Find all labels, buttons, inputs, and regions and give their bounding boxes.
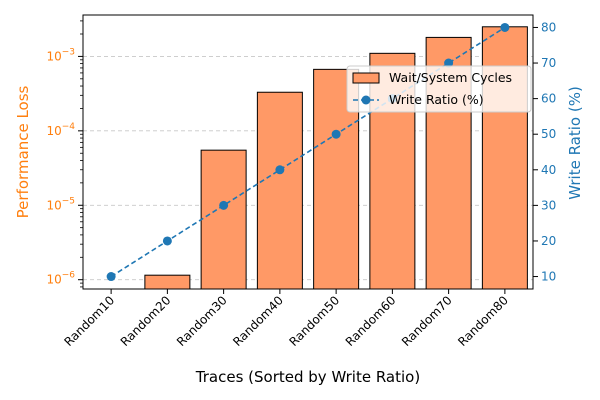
write-ratio-point-Random80 (500, 22, 510, 32)
x-tick-label: Random20 (118, 293, 174, 349)
left-tick-label: 10−4 (46, 122, 75, 138)
left-axis: 10−6 10−5 10−4 10−3 (46, 20, 83, 288)
right-axis-title: Write Ratio (%) (566, 86, 584, 200)
x-tick-label: Random10 (61, 293, 117, 349)
bar-Random20 (144, 274, 191, 290)
left-tick-label: 10−6 (46, 271, 75, 287)
x-tick-label: Random40 (230, 293, 286, 349)
right-tick-label: 20 (541, 234, 556, 248)
legend-bar-swatch (352, 72, 380, 84)
right-tick-label: 70 (541, 56, 556, 70)
right-tick-label: 10 (541, 270, 556, 284)
x-tick-label: Random80 (455, 293, 511, 349)
left-axis-title: Performance Loss (14, 85, 32, 218)
x-tick-label: Random70 (399, 293, 455, 349)
right-tick-label: 50 (541, 127, 556, 141)
right-tick-label: 30 (541, 198, 556, 212)
x-tick-label: Random60 (343, 293, 399, 349)
x-tick-label: Random30 (174, 293, 230, 349)
legend-bar-label: Wait/System Cycles (389, 70, 512, 85)
write-ratio-point-Random50 (331, 129, 341, 139)
right-tick-label: 80 (541, 20, 556, 34)
legend-frame (346, 65, 532, 113)
left-tick-label: 10−5 (46, 196, 75, 212)
bar-Random40 (256, 91, 303, 290)
x-axis: Random10 Random20 Random30 Random40 Random50… (61, 289, 511, 349)
legend-line-label: Write Ratio (%) (389, 92, 484, 107)
write-ratio-point-Random70 (444, 58, 454, 68)
right-tick-label: 40 (541, 163, 556, 177)
write-ratio-point-Random10 (106, 272, 116, 282)
left-tick-label: 10−3 (46, 47, 75, 63)
write-ratio-point-Random40 (275, 165, 285, 175)
write-ratio-point-Random30 (219, 200, 229, 210)
legend-line-marker (361, 95, 371, 105)
x-axis-title: Traces (Sorted by Write Ratio) (195, 368, 420, 386)
bar-Random30 (200, 149, 247, 290)
right-axis: 10 20 30 40 50 60 70 80 (533, 20, 556, 284)
x-tick-label: Random50 (286, 293, 342, 349)
write-ratio-point-Random20 (162, 236, 172, 246)
right-tick-label: 60 (541, 92, 556, 106)
plot-frame (82, 14, 534, 290)
legend: Wait/System Cycles Write Ratio (%) (346, 65, 532, 113)
